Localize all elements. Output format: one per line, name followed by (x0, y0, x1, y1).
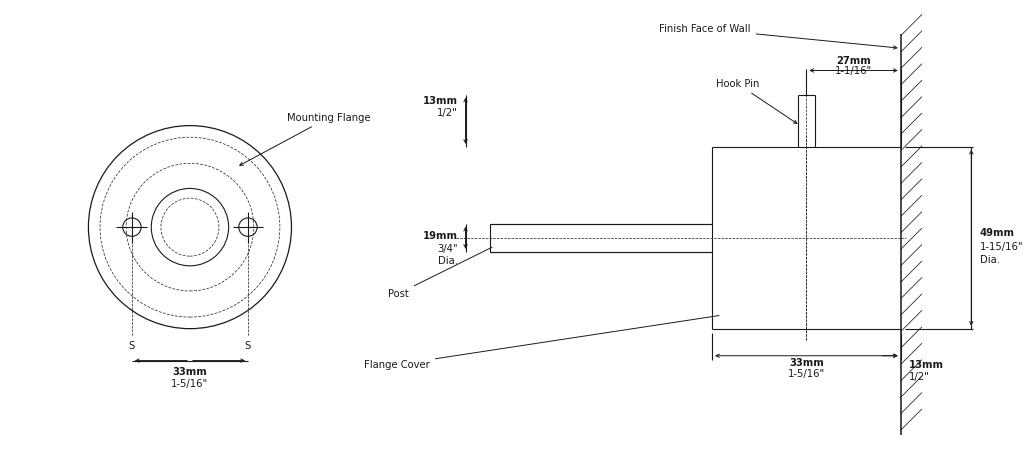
Text: Dia.: Dia. (438, 256, 458, 266)
Text: 27mm: 27mm (836, 56, 871, 66)
Text: Flange Cover: Flange Cover (364, 316, 720, 370)
Text: 1-1/16": 1-1/16" (835, 67, 872, 76)
Text: 1-5/16": 1-5/16" (788, 369, 825, 379)
Text: S: S (245, 341, 251, 351)
Text: Dia.: Dia. (980, 255, 1000, 265)
Text: 13mm: 13mm (908, 359, 943, 370)
Text: Hook Pin: Hook Pin (716, 79, 796, 123)
Text: 3/4": 3/4" (438, 243, 458, 254)
Text: 1/2": 1/2" (437, 108, 458, 118)
Text: Post: Post (388, 247, 492, 298)
Text: Finish Face of Wall: Finish Face of Wall (659, 24, 897, 49)
Text: 13mm: 13mm (422, 96, 458, 106)
Text: 1/2": 1/2" (908, 372, 930, 382)
Text: 19mm: 19mm (422, 231, 458, 241)
Text: Mounting Flange: Mounting Flange (240, 113, 370, 165)
Text: 33mm: 33mm (789, 358, 824, 367)
Text: S: S (129, 341, 135, 351)
Text: 33mm: 33mm (172, 367, 207, 377)
Text: 1-15/16": 1-15/16" (980, 242, 1024, 252)
Text: 1-5/16": 1-5/16" (171, 379, 208, 389)
Text: 49mm: 49mm (980, 228, 1015, 238)
